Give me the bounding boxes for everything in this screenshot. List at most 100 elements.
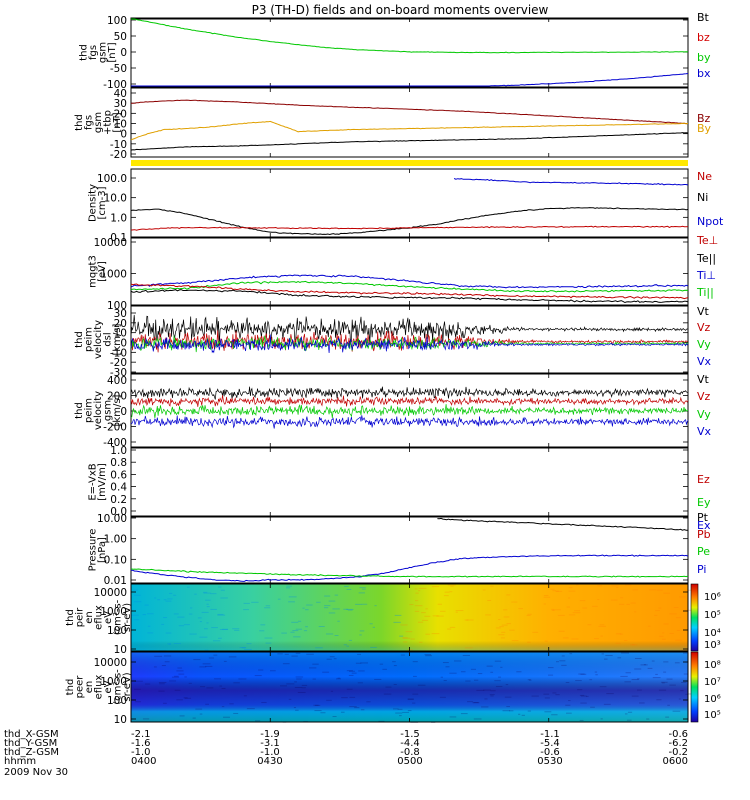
colorbar-tick-label: 10⁶	[704, 592, 721, 603]
y-axis-label: fgs	[84, 115, 95, 130]
y-tick-label: 30	[114, 98, 127, 110]
y-axis-label: [nT]	[112, 112, 123, 132]
legend-Ex: Ex	[697, 519, 711, 532]
legend-Bt: Bt	[697, 11, 710, 24]
series-Vt	[130, 386, 689, 400]
y-tick-label: 10000	[94, 587, 127, 599]
legend-Te||: Te||	[696, 252, 716, 265]
y-tick-label: -30	[110, 367, 127, 379]
panel-3: 100.0 10.0 1.0 0.1 Density[cm-3] Ne Ni Npot	[88, 168, 724, 244]
y-tick-label: 50	[114, 31, 127, 43]
series-Npot	[453, 178, 689, 186]
y-axis-label: [nPa]	[97, 537, 108, 563]
y-axis-label: [km/s]	[112, 394, 123, 426]
y-axis-label: thd	[74, 402, 85, 419]
y-tick-label: 100	[107, 695, 127, 707]
y-axis-label: [eV]	[97, 261, 108, 282]
y-tick-label: 30	[114, 308, 127, 320]
x-tick-value: 0530	[537, 756, 562, 767]
colorbar	[690, 651, 699, 723]
y-axis-label: (cm²-s-	[113, 669, 124, 705]
legend-Ez: Ez	[697, 473, 710, 486]
y-tick-label: 10.00	[97, 513, 127, 525]
legend-Vt: Vt	[697, 305, 710, 318]
legend-Vz: Vz	[697, 321, 711, 334]
y-tick-label: -50	[110, 63, 127, 75]
series-Ti⊥	[130, 274, 689, 289]
panel-7: 1.00.80.60.40.20.0 E=-VxB[mV/m] Ez Ey Ex	[88, 445, 711, 532]
panel-4: 10000 1000 100 mqgt3[eV] Te⊥ Te|| Ti⊥ Ti||	[88, 234, 719, 312]
y-axis-label: gsm	[93, 112, 104, 133]
y-tick-label: 0.4	[110, 482, 127, 494]
legend-Pe: Pe	[697, 545, 710, 558]
y-axis-label: eflux	[94, 605, 105, 630]
series-Te⊥	[130, 283, 689, 300]
y-axis-label: peer	[75, 675, 86, 699]
y-axis-label: eV	[103, 680, 114, 693]
y-tick-label: 10.0	[104, 193, 127, 205]
legend-Vx: Vx	[697, 355, 712, 368]
colorbar-tick-label: 10⁵	[704, 610, 721, 621]
y-axis-label: fgs	[88, 45, 99, 60]
x-row-label: thd_X-GSM	[4, 729, 59, 740]
y-axis-label: mqgt3	[88, 255, 99, 288]
series-Te||	[130, 289, 689, 304]
y-tick-label: 1.00	[104, 534, 127, 546]
y-axis-label: en	[84, 611, 95, 624]
y-axis-label: E=-VxB	[88, 463, 99, 500]
y-axis-label: thd	[79, 44, 90, 61]
y-axis-label: +tbp	[103, 110, 114, 135]
flag-band	[131, 160, 688, 166]
series-Vx	[131, 415, 689, 429]
legend-Vy: Vy	[697, 338, 711, 351]
y-tick-label: 1.0	[110, 212, 127, 224]
y-tick-label: 10	[114, 328, 127, 340]
x-tick-value: -1.9	[260, 729, 280, 740]
series-bx	[131, 73, 689, 87]
x-tick-value: -1.6	[131, 738, 151, 749]
legend-bx: bx	[697, 67, 711, 80]
series-by	[131, 18, 689, 54]
y-tick-label: 100	[107, 300, 127, 312]
colorbar-tick-label: 10³	[704, 640, 721, 651]
series-Pe	[130, 568, 689, 578]
y-axis-label: [cm-3]	[97, 186, 108, 219]
y-tick-label: -20	[110, 357, 127, 369]
y-axis-label: [km/s]	[112, 323, 123, 355]
x-tick-value: 0430	[257, 756, 282, 767]
y-tick-label: 10000	[94, 657, 127, 669]
y-tick-label: 1.0	[110, 445, 127, 457]
y-tick-label: 100.0	[97, 173, 127, 185]
legend-Ni: Ni	[697, 191, 708, 204]
legend-By: By	[697, 122, 712, 135]
y-tick-label: 0.8	[110, 457, 127, 469]
x-tick-value: -1.0	[260, 747, 280, 758]
y-tick-label: 40	[114, 88, 127, 100]
x-tick-value: -1.0	[131, 747, 151, 758]
y-tick-label: 0.2	[110, 494, 127, 506]
y-tick-label: 0	[120, 406, 127, 418]
figure-title: P3 (TH-D) fields and on-board moments ov…	[252, 3, 549, 17]
y-axis-label: en	[84, 681, 95, 694]
y-tick-label: -200	[103, 422, 127, 434]
legend-bz: bz	[697, 31, 710, 44]
y-axis-label: Density	[88, 184, 99, 222]
x-tick-value: -1.1	[540, 729, 560, 740]
x-tick-value: -3.1	[260, 738, 280, 749]
y-tick-label: 0.1	[110, 232, 127, 244]
series-Ni	[130, 207, 689, 236]
legend-Pb: Pb	[697, 528, 711, 541]
y-axis-label: thd	[74, 114, 85, 131]
y-tick-label: 0.6	[110, 469, 127, 481]
series-Ne	[130, 225, 689, 231]
colorbar-tick-label: 10⁴	[704, 628, 721, 639]
y-tick-label: 10000	[94, 237, 127, 249]
y-axis-label: sr-eV)	[122, 603, 133, 632]
y-tick-label: -400	[103, 437, 127, 449]
y-axis-label: thd	[65, 679, 76, 696]
x-tick-value: -1.5	[400, 729, 420, 740]
y-tick-label: 10	[114, 119, 127, 131]
